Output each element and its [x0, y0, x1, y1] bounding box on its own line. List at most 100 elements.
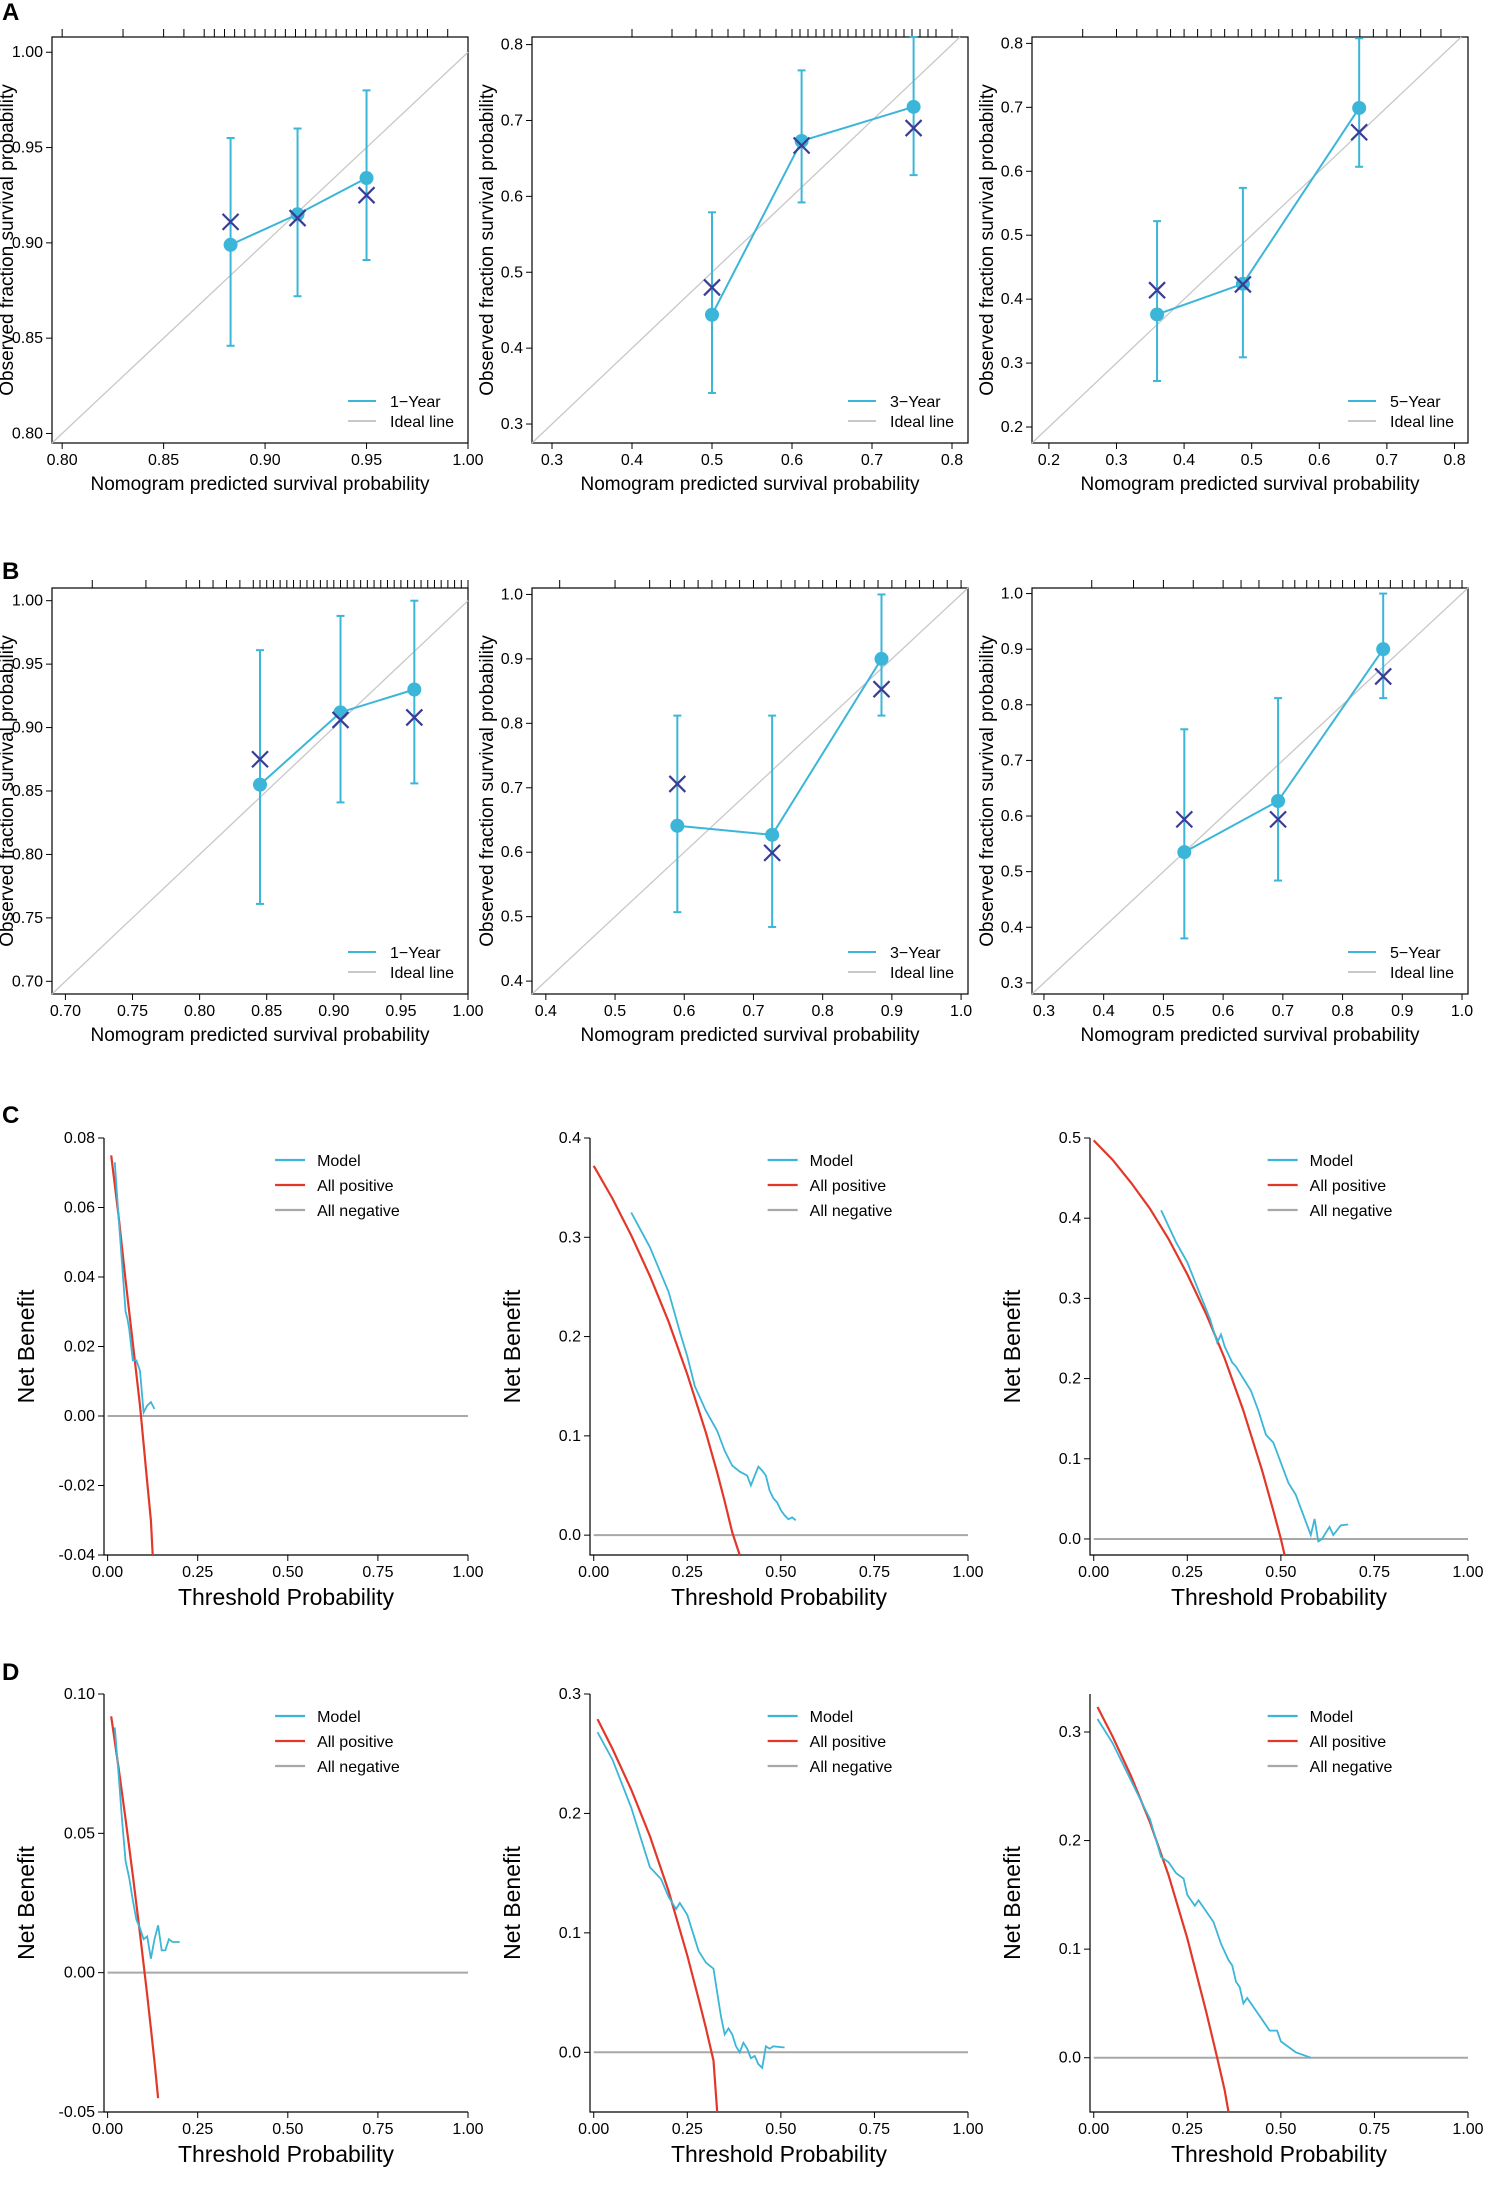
x-tick-label: 0.4 — [1173, 452, 1195, 469]
chart-8: 0.00 0.25 0.50 0.75 1.00 0.0 0.1 0.2 0.3 0.4 0.5 Th… — [999, 1130, 1484, 1610]
y-tick-label: 0.00 — [64, 1408, 95, 1425]
axis-frame — [103, 1138, 468, 1556]
bias-corrected-cross — [1374, 667, 1392, 686]
calibration-point — [333, 705, 348, 720]
x-axis-label: Nomogram predicted survival probability — [1081, 474, 1420, 495]
model-curve — [113, 1727, 180, 1959]
y-tick-label: 0.2 — [1001, 419, 1023, 436]
y-tick-label: 1.0 — [1001, 586, 1023, 603]
y-tick-label: 0.90 — [12, 720, 43, 737]
legend-label-all-negative: All negative — [317, 1759, 400, 1776]
legend-label-all-positive: All positive — [810, 1734, 887, 1751]
x-tick-label: 0.90 — [250, 452, 281, 469]
y-tick-label: 0.6 — [501, 844, 523, 861]
x-tick-label: 0.3 — [541, 452, 563, 469]
y-tick-label: 0.3 — [1001, 355, 1023, 372]
y-tick-label: 0.10 — [64, 1686, 95, 1703]
y-tick-label: 0.4 — [501, 340, 523, 357]
x-tick-label: 1.00 — [452, 2121, 483, 2138]
y-tick-label: 0.08 — [64, 1130, 95, 1147]
y-tick-label: 0.6 — [501, 188, 523, 205]
x-tick-label: 0.8 — [1443, 452, 1465, 469]
x-tick-label: 1.00 — [952, 2121, 983, 2138]
y-tick-label: 0.7 — [1001, 752, 1023, 769]
calibration-point — [1352, 100, 1367, 115]
legend-label-model: Model — [810, 1709, 854, 1726]
legend-label-ideal: Ideal line — [390, 965, 454, 982]
y-tick-label: 0.6 — [1001, 163, 1023, 180]
y-tick-label: 0.4 — [1059, 1210, 1081, 1227]
x-tick-label: 0.80 — [47, 452, 78, 469]
legend-label-year: 5−Year — [1390, 394, 1441, 411]
x-tick-label: 0.00 — [92, 1564, 123, 1581]
x-tick-label: 0.4 — [1093, 1003, 1115, 1020]
y-tick-label: 0.7 — [501, 112, 523, 129]
y-tick-label: 0.85 — [12, 330, 43, 347]
y-tick-label: 0.1 — [1059, 1941, 1081, 1958]
all-positive-curve — [592, 1165, 741, 1556]
plot-frame — [531, 587, 969, 995]
legend-label-model: Model — [1310, 1153, 1354, 1170]
x-tick-label: 0.5 — [701, 452, 723, 469]
y-tick-label: 1.00 — [12, 44, 43, 61]
chart-2: 0.2 0.3 0.4 0.5 0.6 0.7 0.8 0.2 0.3 0.4 0.5 0.6 0.7 0… — [977, 29, 1469, 495]
y-tick-label: 0.0 — [1059, 2050, 1081, 2067]
ideal-line — [1031, 587, 1469, 995]
ideal-line — [531, 587, 969, 995]
x-axis-label: Threshold Probability — [1171, 2141, 1388, 2167]
x-tick-label: 0.8 — [812, 1003, 834, 1020]
panel-label-a: A — [2, 0, 19, 26]
bias-corrected-cross — [1175, 810, 1194, 829]
chart-0: 0.80 0.85 0.90 0.95 1.00 0.80 0.85 0.90 0.95 1.00… — [0, 29, 484, 495]
y-tick-label: 1.00 — [12, 593, 43, 610]
x-tick-label: 0.25 — [672, 2121, 703, 2138]
chart-9: 0.00 0.25 0.50 0.75 1.00-0.050.000.050.10Thr… — [13, 1686, 484, 2167]
x-tick-label: 0.85 — [148, 452, 179, 469]
model-curve — [1160, 1209, 1349, 1543]
y-tick-label: 0.80 — [12, 846, 43, 863]
legend-label-all-negative: All negative — [317, 1203, 400, 1220]
y-tick-label: 0.70 — [12, 973, 43, 990]
y-tick-label: 0.0 — [559, 1527, 581, 1544]
legend-label-all-positive: All positive — [1310, 1178, 1387, 1195]
bias-corrected-cross — [763, 844, 781, 862]
y-tick-label: 0.4 — [1001, 291, 1023, 308]
x-axis-label: Threshold Probability — [671, 2141, 888, 2167]
x-tick-label: 0.70 — [50, 1003, 81, 1020]
bias-corrected-cross — [1269, 810, 1287, 829]
x-tick-label: 0.00 — [578, 2121, 609, 2138]
plot-frame — [531, 36, 969, 444]
y-tick-label: 0.4 — [559, 1130, 581, 1147]
chart-4: 0.4 0.5 0.6 0.7 0.8 0.9 1.0 0.4 0.5 0.6 0.7 0.8 0.9 1… — [477, 580, 972, 1046]
y-tick-label: 0.5 — [1001, 227, 1023, 244]
x-tick-label: 0.6 — [1212, 1003, 1234, 1020]
x-axis-label: Nomogram predicted survival probability — [581, 474, 920, 495]
x-tick-label: 0.50 — [765, 1564, 796, 1581]
y-tick-label: 0.3 — [559, 1229, 581, 1246]
axis-frame — [589, 1694, 968, 2113]
legend-label-year: 3−Year — [890, 394, 941, 411]
plots-container: 0.80 0.85 0.90 0.95 1.000.800.850.900.951.00… — [0, 29, 1484, 2167]
y-tick-label: 0.5 — [1059, 1130, 1081, 1147]
x-tick-label: 0.95 — [385, 1003, 416, 1020]
x-tick-label: 0.9 — [1391, 1003, 1413, 1020]
calibration-point — [290, 207, 305, 222]
x-tick-label: 0.50 — [1265, 2121, 1296, 2138]
x-tick-label: 0.3 — [1105, 452, 1127, 469]
all-positive-curve — [1096, 1706, 1230, 2113]
x-tick-label: 0.50 — [1265, 1564, 1296, 1581]
chart-1: 0.3 0.4 0.5 0.6 0.7 0.8 0.3 0.4 0.5 0.6 0.7 0.8 Nomo… — [477, 29, 969, 495]
bias-corrected-cross — [1148, 281, 1166, 299]
x-tick-label: 0.6 — [781, 452, 803, 469]
x-axis-label: Nomogram predicted survival probability — [581, 1025, 920, 1046]
y-axis-label: Observed fraction survival probability — [0, 635, 18, 947]
y-tick-label: 0.85 — [12, 783, 43, 800]
x-tick-label: 0.5 — [604, 1003, 626, 1020]
bias-corrected-cross — [331, 711, 350, 729]
legend-label-all-negative: All negative — [1310, 1759, 1393, 1776]
x-tick-label: 0.25 — [182, 2121, 213, 2138]
y-tick-label: 0.05 — [64, 1825, 95, 1842]
legend-label-all-negative: All negative — [810, 1203, 893, 1220]
legend-label-year: 1−Year — [390, 945, 441, 962]
legend-label-year: 1−Year — [390, 394, 441, 411]
